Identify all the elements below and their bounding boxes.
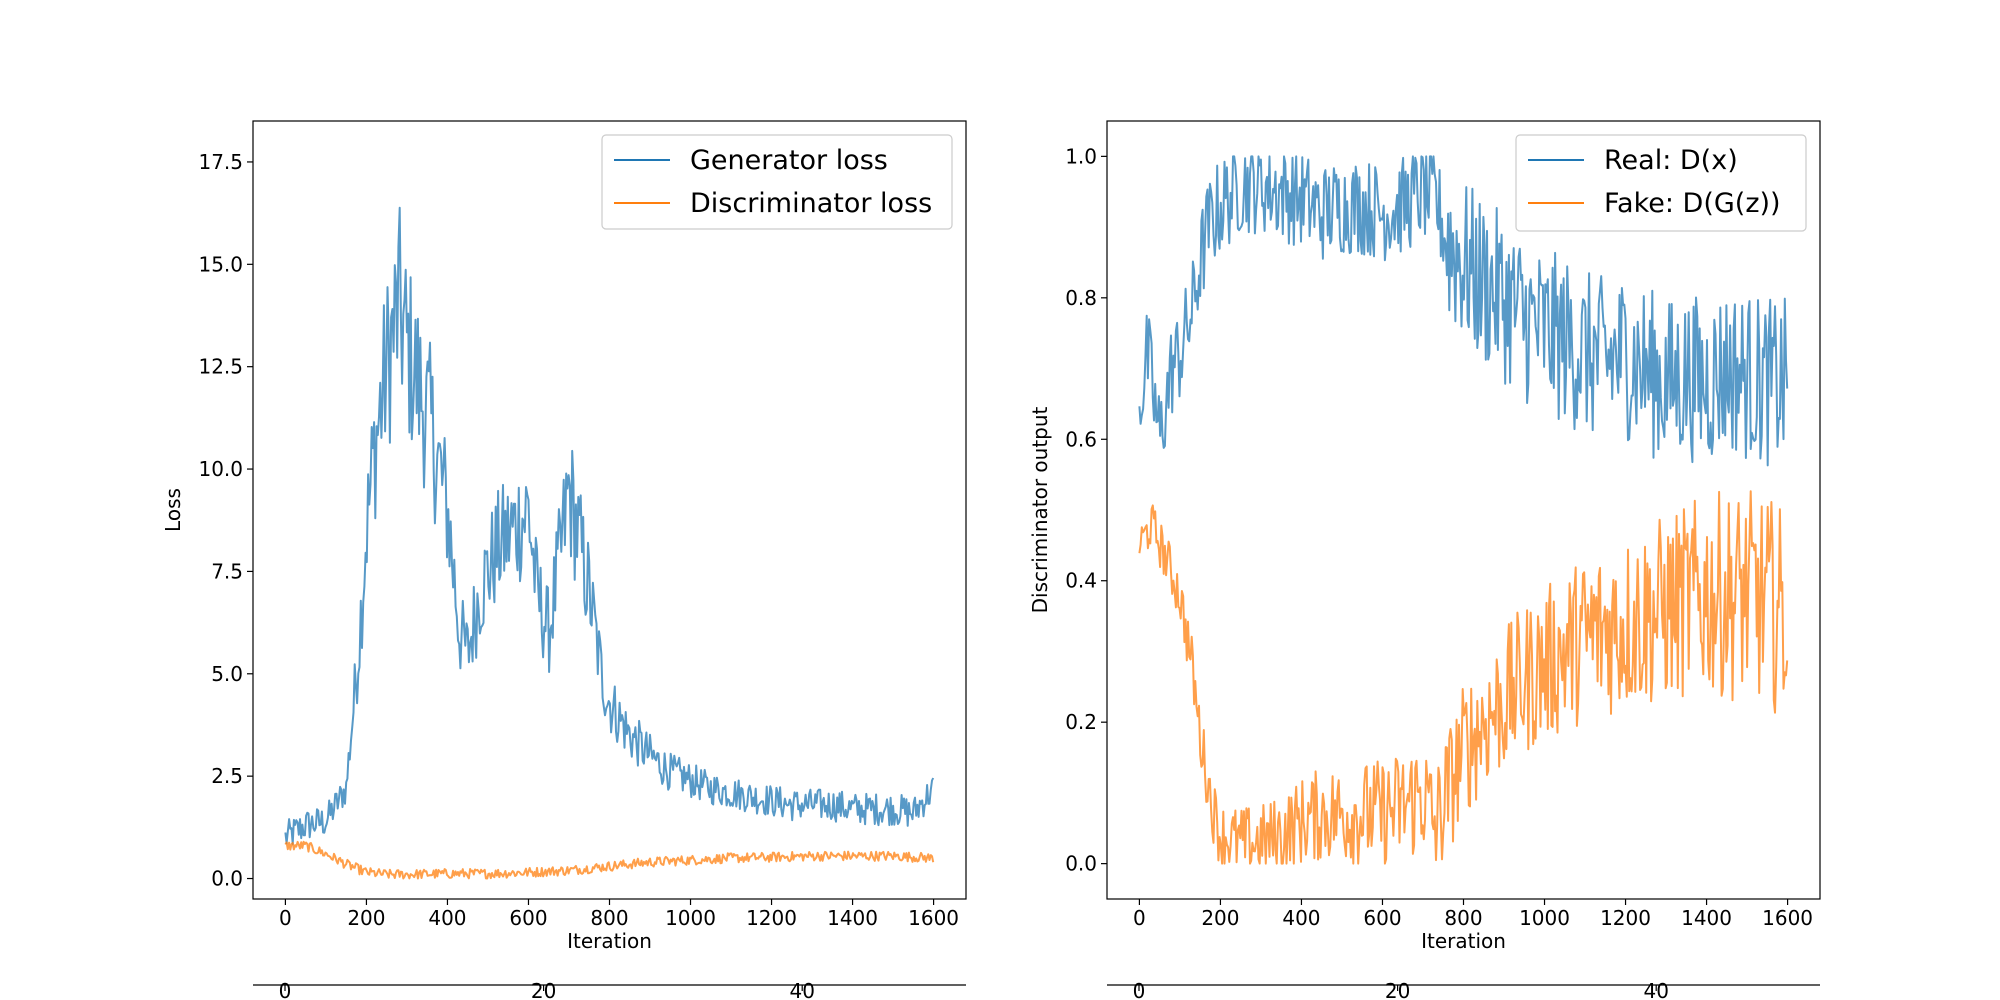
x-axis-label: Iteration <box>567 929 652 953</box>
y-tick-label: 10.0 <box>198 457 243 481</box>
y-tick-label: 0.0 <box>1065 852 1097 876</box>
legend-label-2: Discriminator loss <box>690 188 932 219</box>
y-tick-label: 0.6 <box>1065 427 1097 451</box>
x-tick-label: 200 <box>347 906 385 930</box>
y-tick-label: 0.4 <box>1065 569 1097 593</box>
x-tick-label: 0 <box>1133 906 1146 930</box>
y-tick-label: 12.5 <box>198 355 243 379</box>
series-line-2 <box>1138 490 1789 865</box>
x-tick-label: 1200 <box>746 906 797 930</box>
legend-label-2: Fake: D(G(z)) <box>1604 188 1781 219</box>
y-tick-label: 5.0 <box>211 662 243 686</box>
x-tick-label: 200 <box>1201 906 1239 930</box>
x-tick-label: 600 <box>509 906 547 930</box>
y-tick-label: 0.0 <box>211 867 243 891</box>
x-tick-label: 0 <box>279 906 292 930</box>
y-tick-label: 1.0 <box>1065 144 1097 168</box>
plot-frame <box>252 120 967 900</box>
x-tick-label: 600 <box>1363 906 1401 930</box>
x-tick-label: 1000 <box>665 906 716 930</box>
x-tick-label: 1600 <box>1762 906 1813 930</box>
x-tick-label: 400 <box>1282 906 1320 930</box>
chart-panel-2: 0 200 400 600 800 1000 1200 1400 16000.00.20.40.… <box>1028 120 1821 1000</box>
secondary-x-tick-label: 20 <box>531 979 556 1000</box>
y-tick-label: 17.5 <box>198 150 243 174</box>
secondary-x-tick-label: 0 <box>1133 979 1146 1000</box>
legend-label-1: Generator loss <box>690 145 888 176</box>
legend-label-1: Real: D(x) <box>1604 145 1738 176</box>
x-tick-label: 800 <box>1444 906 1482 930</box>
y-tick-label: 0.2 <box>1065 710 1097 734</box>
x-tick-label: 400 <box>428 906 466 930</box>
x-tick-label: 1600 <box>908 906 959 930</box>
x-tick-label: 800 <box>590 906 628 930</box>
y-tick-label: 15.0 <box>198 252 243 276</box>
y-axis-label: Loss <box>161 488 185 532</box>
y-tick-label: 2.5 <box>211 764 243 788</box>
secondary-x-tick-label: 40 <box>789 979 814 1000</box>
series-line-1 <box>1138 155 1789 467</box>
x-tick-label: 1000 <box>1519 906 1570 930</box>
x-tick-label: 1200 <box>1600 906 1651 930</box>
chart-panel-1: 0 200 400 600 800 1000 1200 1400 16000.02.55.07.… <box>161 120 967 1000</box>
y-axis-label: Discriminator output <box>1028 406 1052 613</box>
x-tick-label: 1400 <box>1681 906 1732 930</box>
series-line-2 <box>284 840 935 880</box>
secondary-x-tick-label: 20 <box>1385 979 1410 1000</box>
legend <box>601 134 953 230</box>
x-axis-label: Iteration <box>1421 929 1506 953</box>
x-tick-label: 1400 <box>827 906 878 930</box>
y-tick-label: 0.8 <box>1065 286 1097 310</box>
secondary-x-tick-label: 40 <box>1643 979 1668 1000</box>
series-line-1 <box>284 206 935 845</box>
y-tick-label: 7.5 <box>211 559 243 583</box>
legend <box>1515 134 1807 232</box>
secondary-x-tick-label: 0 <box>279 979 292 1000</box>
